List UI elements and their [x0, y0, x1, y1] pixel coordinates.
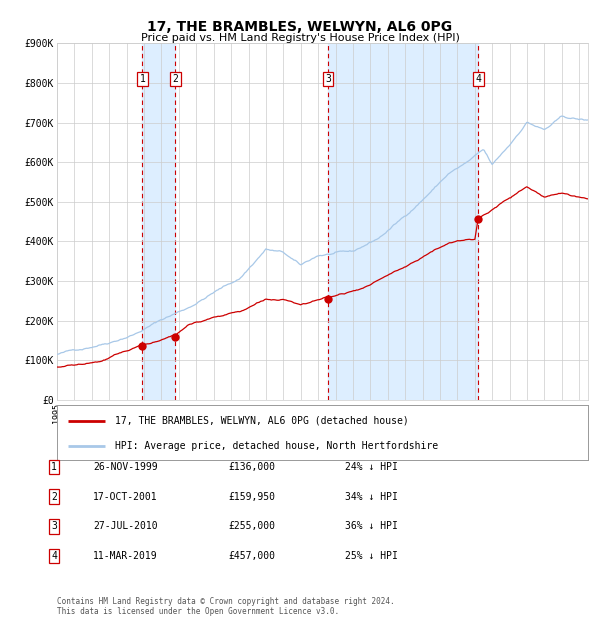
- Text: 3: 3: [51, 521, 57, 531]
- Text: Price paid vs. HM Land Registry's House Price Index (HPI): Price paid vs. HM Land Registry's House …: [140, 33, 460, 43]
- Text: Contains HM Land Registry data © Crown copyright and database right 2024.: Contains HM Land Registry data © Crown c…: [57, 597, 395, 606]
- Text: 17-OCT-2001: 17-OCT-2001: [93, 492, 158, 502]
- Text: 1: 1: [139, 74, 145, 84]
- Text: 25% ↓ HPI: 25% ↓ HPI: [345, 551, 398, 561]
- Text: This data is licensed under the Open Government Licence v3.0.: This data is licensed under the Open Gov…: [57, 606, 339, 616]
- Bar: [328, 43, 478, 400]
- Text: 36% ↓ HPI: 36% ↓ HPI: [345, 521, 398, 531]
- Text: 27-JUL-2010: 27-JUL-2010: [93, 521, 158, 531]
- Text: 4: 4: [51, 551, 57, 561]
- Text: 2: 2: [172, 74, 178, 84]
- Text: 11-MAR-2019: 11-MAR-2019: [93, 551, 158, 561]
- Text: HPI: Average price, detached house, North Hertfordshire: HPI: Average price, detached house, Nort…: [115, 441, 439, 451]
- Text: 2: 2: [51, 492, 57, 502]
- Text: £255,000: £255,000: [228, 521, 275, 531]
- Text: 34% ↓ HPI: 34% ↓ HPI: [345, 492, 398, 502]
- Text: 26-NOV-1999: 26-NOV-1999: [93, 462, 158, 472]
- Text: 17, THE BRAMBLES, WELWYN, AL6 0PG: 17, THE BRAMBLES, WELWYN, AL6 0PG: [148, 20, 452, 34]
- Text: 1: 1: [51, 462, 57, 472]
- Text: 17, THE BRAMBLES, WELWYN, AL6 0PG (detached house): 17, THE BRAMBLES, WELWYN, AL6 0PG (detac…: [115, 416, 409, 426]
- Text: 24% ↓ HPI: 24% ↓ HPI: [345, 462, 398, 472]
- Text: £457,000: £457,000: [228, 551, 275, 561]
- Text: £136,000: £136,000: [228, 462, 275, 472]
- Bar: [142, 43, 175, 400]
- Text: 3: 3: [325, 74, 331, 84]
- Text: £159,950: £159,950: [228, 492, 275, 502]
- Text: 4: 4: [475, 74, 481, 84]
